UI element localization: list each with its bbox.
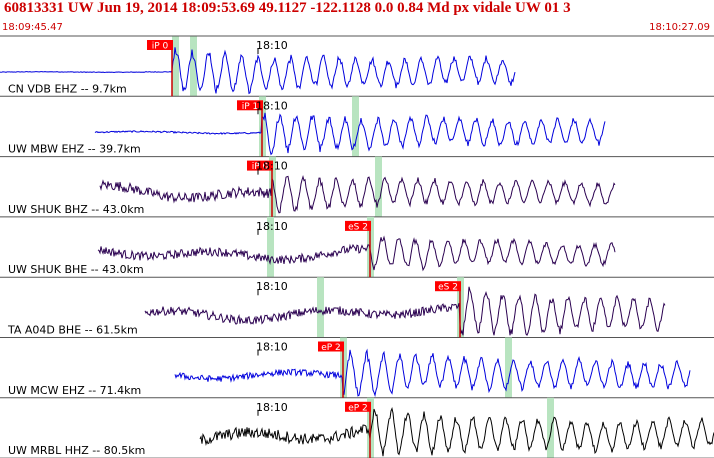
seismic-trace — [97, 235, 616, 272]
phase-marker — [190, 36, 197, 97]
seismic-trace — [144, 286, 666, 336]
header-bar: 60813331 UW Jun 19, 2014 18:09:53.69 49.… — [0, 0, 714, 22]
time-tick-label: 18:10 — [256, 341, 288, 354]
time-tick-label: 18:10 — [256, 39, 288, 52]
pick-label-box — [318, 341, 344, 352]
phase-marker — [375, 156, 382, 217]
phase-marker — [547, 397, 554, 458]
station-label: UW SHUK BHZ -- 43.0km — [8, 203, 144, 216]
seismic-trace — [174, 348, 691, 398]
event-title: 60813331 UW Jun 19, 2014 18:09:53.69 49.… — [4, 0, 571, 16]
pick-label-box — [435, 281, 461, 292]
pick-label-box — [147, 40, 173, 50]
station-label: TA A04D BHE -- 61.5km — [7, 324, 138, 337]
station-label: UW MBW EHZ -- 39.7km — [8, 143, 141, 156]
start-time: 18:09:45.47 — [2, 22, 63, 33]
station-label: CN VDB EHZ -- 9.7km — [8, 82, 127, 95]
pick-label: eP 2 — [348, 403, 368, 413]
end-time: 18:10:27.09 — [649, 22, 710, 33]
station-label: UW MCW EHZ -- 71.4km — [8, 384, 141, 397]
pick-label: eP 2 — [321, 343, 341, 353]
phase-marker — [267, 216, 274, 278]
seismic-trace — [199, 406, 714, 457]
phase-marker — [317, 277, 324, 338]
time-tick-label: 18:10 — [256, 220, 288, 233]
pick-label-box — [345, 401, 371, 412]
pick-label: eS 2 — [438, 283, 458, 293]
time-tick-label: 18:10 — [256, 401, 288, 414]
pick-label: iP 0 — [252, 162, 269, 172]
pick-label-box — [345, 220, 371, 231]
seismic-trace — [99, 175, 616, 214]
pick-label: iP 1 — [242, 102, 259, 112]
pick-label: eS 2 — [348, 222, 368, 232]
pick-label-box — [237, 100, 263, 111]
station-label: UW SHUK BHE -- 43.0km — [8, 263, 144, 276]
seismic-trace — [94, 112, 606, 156]
phase-marker — [172, 36, 179, 97]
station-label: UW MRBL HHZ -- 80.5km — [8, 444, 145, 457]
time-tick-label: 18:10 — [256, 99, 288, 112]
time-tick-label: 18:10 — [256, 160, 288, 173]
pick-label-box — [247, 160, 273, 171]
seismic-trace — [0, 47, 516, 95]
time-tick-label: 18:10 — [256, 280, 288, 293]
phase-marker — [505, 337, 512, 398]
pick-label: iP 0 — [152, 42, 169, 52]
phase-marker — [352, 96, 359, 157]
